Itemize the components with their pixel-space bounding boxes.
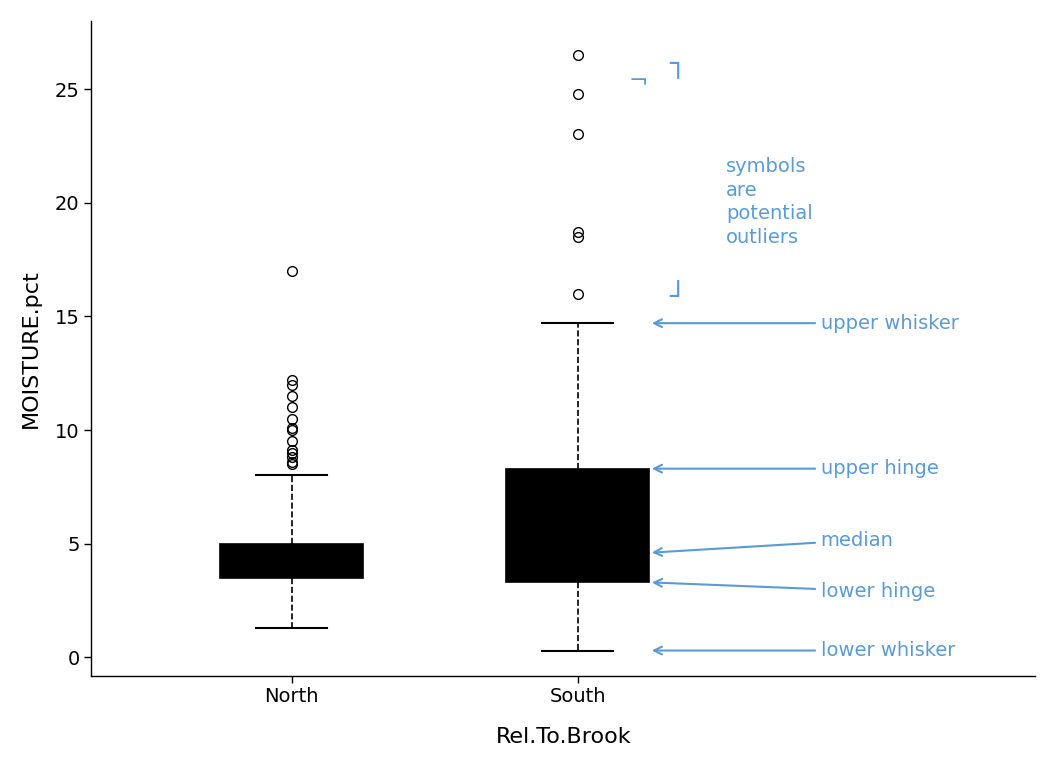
X-axis label: Rel.To.Brook: Rel.To.Brook xyxy=(495,727,631,747)
Text: lower whisker: lower whisker xyxy=(654,641,955,660)
Text: ┘: ┘ xyxy=(670,285,685,311)
Text: symbols
are
potential
outliers: symbols are potential outliers xyxy=(727,157,813,247)
Text: upper hinge: upper hinge xyxy=(654,459,939,478)
Text: lower hinge: lower hinge xyxy=(654,579,935,601)
Y-axis label: MOISTURE.pct: MOISTURE.pct xyxy=(21,269,41,428)
Text: upper whisker: upper whisker xyxy=(654,313,959,333)
Text: ┐: ┐ xyxy=(670,53,685,79)
PathPatch shape xyxy=(220,544,363,578)
PathPatch shape xyxy=(506,468,649,582)
Text: median: median xyxy=(654,531,893,556)
Text: ¬: ¬ xyxy=(629,71,648,94)
